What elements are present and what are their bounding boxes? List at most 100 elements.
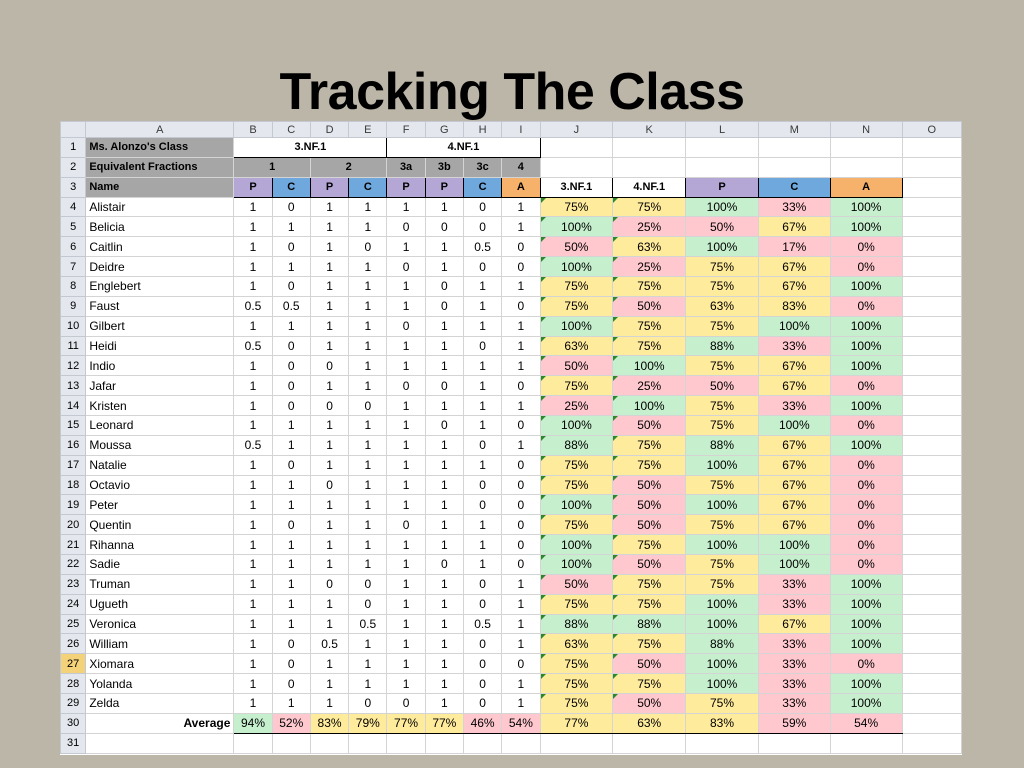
tag-header-p[interactable]: P xyxy=(424,176,464,198)
cell[interactable] xyxy=(901,256,962,278)
percent-cell[interactable]: 88% xyxy=(685,633,759,655)
score-cell[interactable]: 0 xyxy=(501,454,541,476)
average-percent[interactable]: 63% xyxy=(612,712,687,734)
percent-cell[interactable]: 75% xyxy=(685,415,759,436)
percent-cell[interactable]: 100% xyxy=(829,315,903,337)
percent-cell[interactable]: 67% xyxy=(757,375,831,397)
percent-cell[interactable]: 0% xyxy=(829,474,903,496)
score-cell[interactable]: 1 xyxy=(501,196,541,218)
row-header[interactable]: 11 xyxy=(60,335,87,357)
score-cell[interactable]: 1 xyxy=(348,673,388,695)
column-header[interactable]: O xyxy=(901,121,962,138)
score-cell[interactable]: 0 xyxy=(386,315,426,337)
score-cell[interactable]: 1 xyxy=(386,335,426,357)
score-cell[interactable]: 0 xyxy=(424,375,464,397)
percent-cell[interactable]: 67% xyxy=(757,474,831,496)
percent-cell[interactable]: 100% xyxy=(829,593,903,615)
score-cell[interactable]: 1 xyxy=(501,633,541,655)
score-cell[interactable]: 1 xyxy=(501,395,541,417)
score-cell[interactable]: 1 xyxy=(462,534,503,556)
student-name[interactable]: Octavio xyxy=(85,474,235,496)
score-cell[interactable]: 0 xyxy=(462,673,503,695)
cell[interactable] xyxy=(901,613,962,635)
score-cell[interactable]: 0 xyxy=(462,434,503,456)
percent-cell[interactable]: 75% xyxy=(539,514,614,536)
percent-cell[interactable]: 0% xyxy=(829,415,903,436)
tag-header-c[interactable]: C xyxy=(348,176,388,198)
percent-cell[interactable]: 75% xyxy=(612,434,687,456)
row-header[interactable]: 16 xyxy=(60,434,87,456)
score-cell[interactable]: 1 xyxy=(233,673,273,695)
cell[interactable] xyxy=(901,137,962,158)
summary-header-a[interactable]: A xyxy=(829,176,903,198)
percent-cell[interactable]: 88% xyxy=(612,613,687,635)
percent-cell[interactable]: 100% xyxy=(829,276,903,297)
score-cell[interactable]: 1 xyxy=(348,554,388,575)
percent-cell[interactable]: 75% xyxy=(612,633,687,655)
score-cell[interactable]: 1 xyxy=(271,613,311,635)
score-cell[interactable]: 1 xyxy=(233,196,273,218)
percent-cell[interactable]: 75% xyxy=(685,693,759,714)
score-cell[interactable]: 1 xyxy=(233,256,273,278)
cell[interactable] xyxy=(539,137,614,158)
cell[interactable] xyxy=(757,156,831,178)
column-header[interactable]: F xyxy=(386,121,426,138)
percent-cell[interactable]: 63% xyxy=(685,295,759,317)
score-cell[interactable]: 0 xyxy=(424,554,464,575)
row-header[interactable]: 26 xyxy=(60,633,87,655)
score-cell[interactable]: 0 xyxy=(386,514,426,536)
percent-cell[interactable]: 100% xyxy=(757,315,831,337)
tag-header-a[interactable]: A xyxy=(501,176,541,198)
score-cell[interactable]: 1 xyxy=(386,236,426,258)
percent-cell[interactable]: 0% xyxy=(829,454,903,476)
student-name[interactable]: Caitlin xyxy=(85,236,235,258)
score-cell[interactable]: 0 xyxy=(309,395,350,417)
score-cell[interactable]: 1 xyxy=(309,653,350,675)
score-cell[interactable]: 0 xyxy=(501,514,541,536)
score-cell[interactable]: 1 xyxy=(424,613,464,635)
column-header[interactable]: B xyxy=(233,121,273,138)
row-header[interactable]: 4 xyxy=(60,196,87,218)
percent-cell[interactable]: 75% xyxy=(685,276,759,297)
spreadsheet[interactable]: A B C D E F G H I J K L M N O 1 Ms. Alon… xyxy=(60,121,962,755)
score-cell[interactable]: 1 xyxy=(233,276,273,297)
percent-cell[interactable]: 50% xyxy=(539,236,614,258)
average-score[interactable]: 83% xyxy=(309,712,350,734)
spreadsheet-grid[interactable]: A B C D E F G H I J K L M N O 1 Ms. Alon… xyxy=(60,121,962,754)
cell[interactable] xyxy=(539,732,614,754)
score-cell[interactable]: 1 xyxy=(233,693,273,714)
score-cell[interactable]: 1 xyxy=(309,295,350,317)
student-name[interactable]: William xyxy=(85,633,235,655)
score-cell[interactable]: 1 xyxy=(424,454,464,476)
group-header[interactable]: 3b xyxy=(424,156,464,178)
cell[interactable] xyxy=(829,156,903,178)
percent-cell[interactable]: 50% xyxy=(612,494,687,516)
row-header[interactable]: 27 xyxy=(60,653,87,675)
cell[interactable] xyxy=(901,395,962,417)
cell[interactable] xyxy=(539,156,614,178)
score-cell[interactable]: 0 xyxy=(271,395,311,417)
score-cell[interactable]: 0.5 xyxy=(462,236,503,258)
column-header[interactable]: M xyxy=(757,121,831,138)
score-cell[interactable]: 1 xyxy=(462,355,503,377)
percent-cell[interactable]: 75% xyxy=(612,673,687,695)
cell[interactable] xyxy=(901,276,962,297)
student-name[interactable]: Veronica xyxy=(85,613,235,635)
cell[interactable] xyxy=(901,673,962,695)
percent-cell[interactable]: 75% xyxy=(685,395,759,417)
score-cell[interactable]: 0.5 xyxy=(233,335,273,357)
score-cell[interactable]: 0 xyxy=(271,276,311,297)
student-name[interactable]: Natalie xyxy=(85,454,235,476)
score-cell[interactable]: 1 xyxy=(501,693,541,714)
score-cell[interactable]: 1 xyxy=(386,613,426,635)
score-cell[interactable]: 1 xyxy=(501,216,541,238)
score-cell[interactable]: 0 xyxy=(501,653,541,675)
score-cell[interactable]: 1 xyxy=(309,494,350,516)
score-cell[interactable]: 0 xyxy=(271,375,311,397)
percent-cell[interactable]: 33% xyxy=(757,395,831,417)
row-header[interactable]: 30 xyxy=(60,712,87,734)
score-cell[interactable]: 0 xyxy=(424,295,464,317)
score-cell[interactable]: 1 xyxy=(386,554,426,575)
name-header[interactable]: Name xyxy=(85,176,235,198)
percent-cell[interactable]: 33% xyxy=(757,633,831,655)
